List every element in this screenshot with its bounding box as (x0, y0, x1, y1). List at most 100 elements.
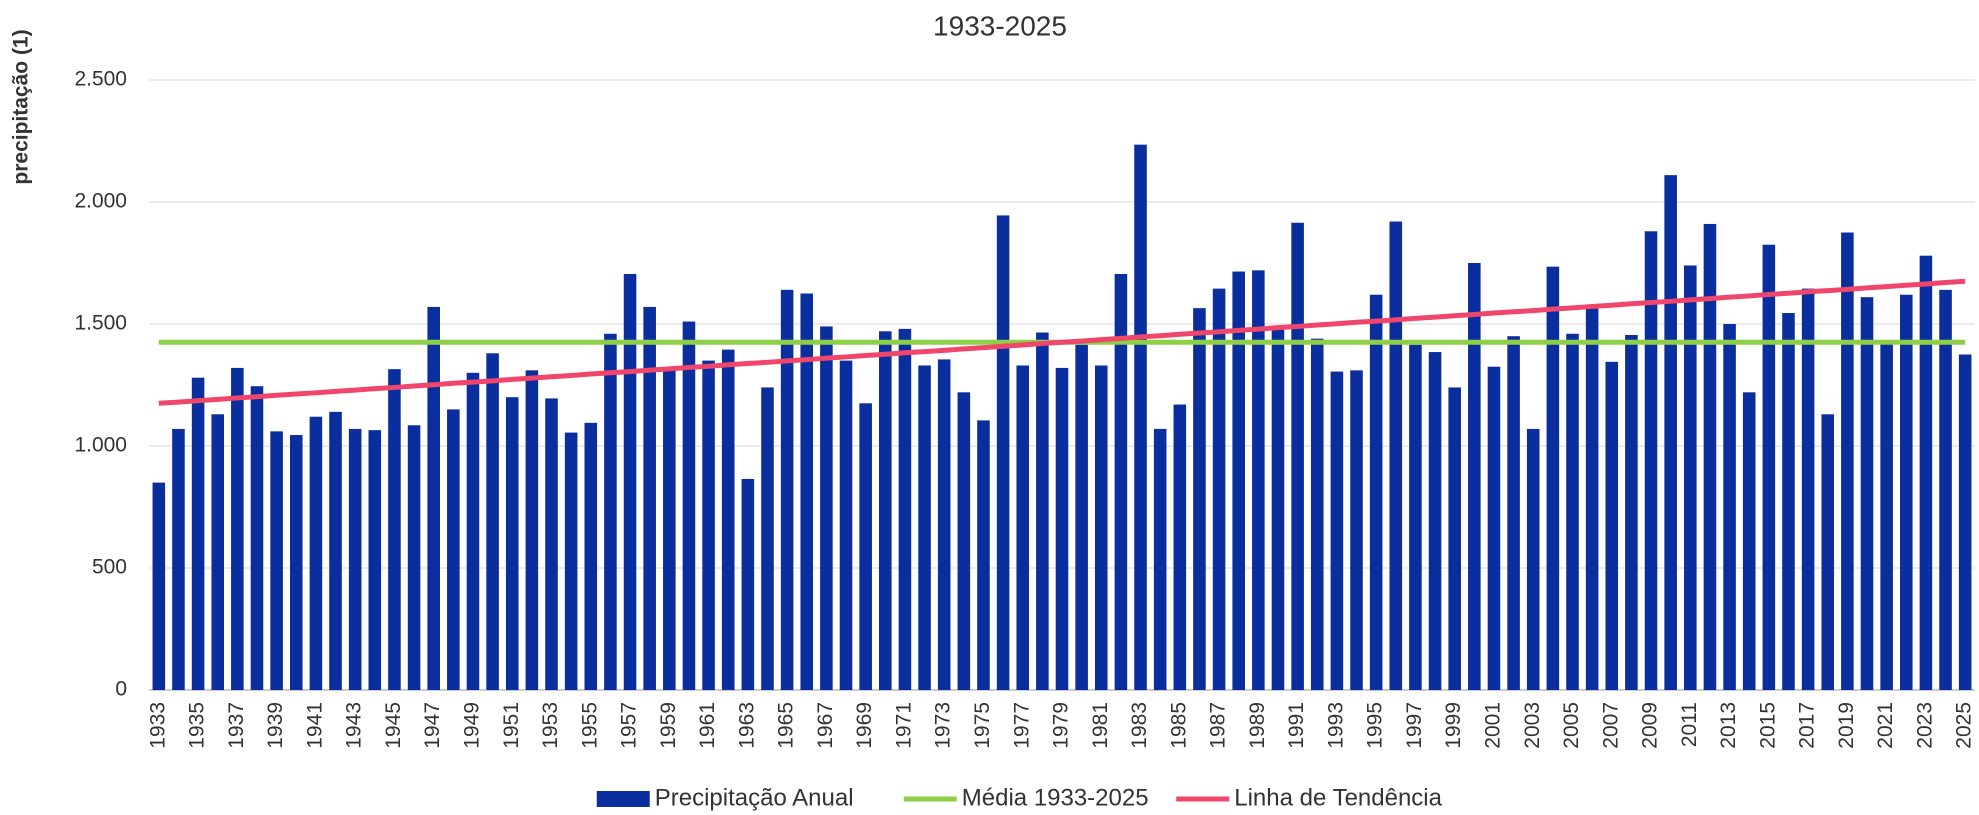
bar (820, 326, 833, 690)
bar (309, 416, 323, 690)
bar (702, 360, 715, 690)
x-tick-label: 1961 (696, 702, 719, 749)
bar (1644, 231, 1658, 690)
bar (368, 430, 382, 690)
x-tick-label: 1957 (618, 702, 641, 749)
bar (1684, 265, 1697, 690)
bar (1899, 294, 1913, 690)
bar (1860, 297, 1874, 690)
bar (879, 331, 892, 690)
bar (721, 349, 735, 690)
x-tick-label: 1997 (1403, 702, 1426, 749)
bar (1389, 221, 1403, 690)
bar (270, 431, 283, 690)
x-tick-label: 1945 (382, 702, 405, 749)
bar (1291, 222, 1304, 691)
y-tick-label: 1.500 (74, 312, 127, 335)
bar (388, 369, 401, 690)
bar (564, 432, 578, 690)
bar (1526, 428, 1540, 690)
bar (1801, 288, 1815, 690)
bar (1625, 334, 1638, 690)
x-tick-label: 1999 (1442, 702, 1465, 749)
x-tick-label: 2015 (1756, 702, 1779, 749)
x-tick-label: 2007 (1599, 702, 1622, 749)
bar (859, 403, 872, 690)
x-tick-label: 1937 (225, 702, 248, 749)
bar (800, 293, 814, 690)
bar (1350, 370, 1363, 690)
bar (1546, 266, 1560, 690)
bar (1821, 414, 1835, 690)
bar (1212, 288, 1226, 690)
y-axis-label: precipitação (1) (10, 29, 33, 184)
bar (1055, 367, 1069, 690)
x-tick-label: 1973 (932, 702, 955, 749)
x-tick-label: 2009 (1639, 702, 1662, 749)
bar (407, 425, 421, 690)
bar (1173, 404, 1187, 690)
y-tick-label: 0 (115, 678, 127, 701)
x-tick-label: 2013 (1717, 702, 1740, 749)
bar (1742, 392, 1756, 690)
bar (1585, 306, 1599, 690)
bar (623, 273, 637, 690)
x-tick-label: 1995 (1364, 702, 1387, 749)
x-tick-label: 1965 (775, 702, 798, 749)
bar (250, 386, 264, 690)
bar (1468, 263, 1481, 690)
bar (1036, 332, 1049, 690)
x-tick-label: 1935 (186, 702, 209, 749)
x-tick-label: 1971 (892, 702, 915, 749)
bar (152, 482, 166, 690)
bar (1134, 144, 1147, 690)
bar (898, 328, 912, 690)
x-tick-label: 1941 (303, 702, 326, 749)
legend-label: Média 1933-2025 (962, 784, 1149, 811)
x-tick-label: 2005 (1560, 702, 1583, 749)
x-tick-label: 1949 (461, 702, 484, 749)
bar (545, 398, 558, 690)
x-tick-label: 1985 (1167, 702, 1190, 749)
x-tick-label: 2017 (1796, 702, 1819, 749)
bar (937, 359, 951, 690)
bar (486, 353, 499, 690)
chart-subtitle: 1933-2025 (933, 10, 1067, 41)
x-tick-label: 1933 (146, 702, 169, 749)
x-tick-label: 1987 (1207, 702, 1230, 749)
x-tick-label: 1939 (264, 702, 287, 749)
x-tick-label: 1989 (1246, 702, 1269, 749)
bar (1487, 366, 1501, 690)
bar (172, 428, 185, 690)
line (158, 278, 1966, 406)
bar (1880, 341, 1893, 690)
bar (1703, 223, 1717, 690)
bar (1939, 289, 1952, 690)
x-tick-label: 1983 (1128, 702, 1151, 749)
bar (466, 372, 480, 690)
bar (289, 435, 303, 690)
x-tick-label: 2021 (1874, 702, 1897, 749)
bar (1271, 328, 1285, 690)
bar (427, 306, 440, 690)
x-tick-label: 1947 (421, 702, 444, 749)
bar (1428, 352, 1442, 690)
bar (191, 377, 205, 690)
bar (1153, 428, 1167, 690)
bar (329, 411, 342, 690)
bar (348, 428, 362, 690)
bar (1075, 344, 1088, 690)
bar (1507, 336, 1520, 690)
x-tick-label: 1981 (1089, 702, 1112, 749)
x-tick-label: 1993 (1324, 702, 1347, 749)
bar (741, 478, 755, 690)
x-tick-label: 2003 (1521, 702, 1544, 749)
bar (231, 367, 244, 690)
bar (957, 392, 971, 690)
bar (1114, 273, 1128, 690)
bar (604, 333, 617, 690)
bar (1919, 255, 1933, 690)
bar (584, 422, 598, 690)
x-tick-label: 1943 (343, 702, 366, 749)
